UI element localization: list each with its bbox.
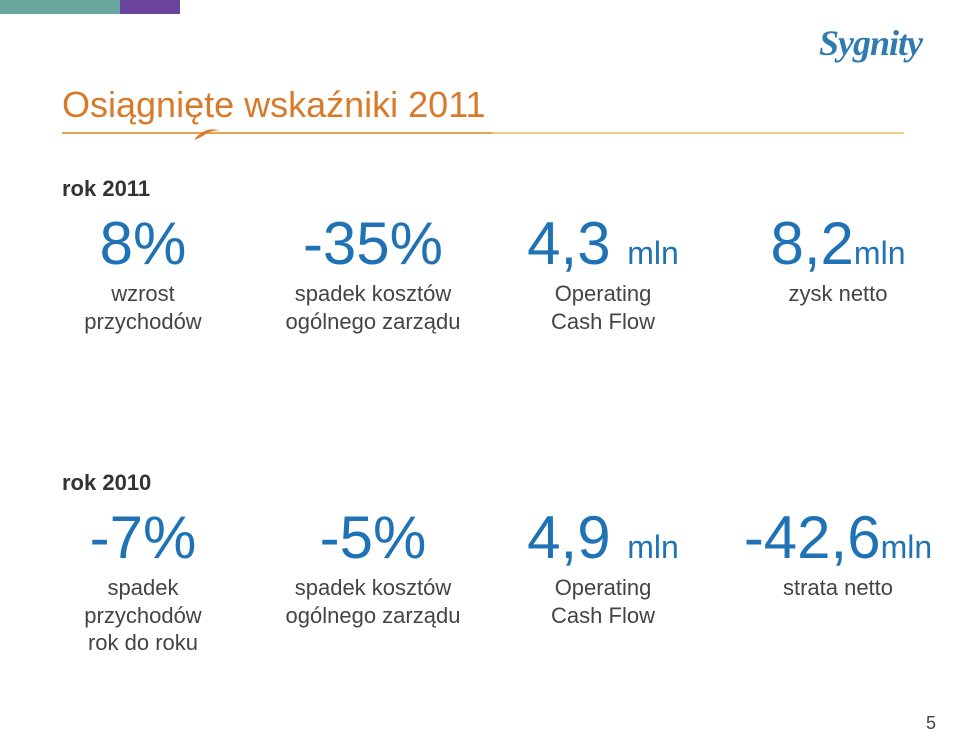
section-label-2010: rok 2010	[62, 470, 151, 496]
metric-value: -5%	[258, 508, 488, 568]
metric-sublabel: OperatingCash Flow	[488, 574, 718, 629]
accent-seg-purple	[120, 0, 180, 14]
metric-sublabel: zysk netto	[718, 280, 958, 308]
metric-value: 4,3 mln	[488, 214, 718, 274]
slide-title: Osiągnięte wskaźniki 2011	[62, 84, 486, 126]
metric-2010-cost-drop: -5% spadek kosztówogólnego zarządu	[258, 508, 488, 657]
metric-value: 8%	[28, 214, 258, 274]
metric-sublabel: spadek kosztówogólnego zarządu	[258, 574, 488, 629]
brand-logo: Sygnity	[819, 22, 922, 64]
metric-2010-revenue-drop: -7% spadekprzychodówrok do roku	[28, 508, 258, 657]
metric-2010-ocf: 4,9 mln OperatingCash Flow	[488, 508, 718, 657]
metric-value: -42,6mln	[718, 508, 958, 568]
metric-value: 4,9 mln	[488, 508, 718, 568]
section-label-2011: rok 2011	[62, 176, 150, 202]
slide: { "colors": { "teal_light": "#68a79e", "…	[0, 0, 960, 748]
metric-2011-ocf: 4,3 mln OperatingCash Flow	[488, 214, 718, 335]
metric-2011-revenue-growth: 8% wzrostprzychodów	[28, 214, 258, 335]
accent-seg-teal	[0, 0, 120, 14]
metric-sublabel: strata netto	[718, 574, 958, 602]
metric-2010-net-loss: -42,6mln strata netto	[718, 508, 958, 657]
metric-value: -35%	[258, 214, 488, 274]
metric-sublabel: spadek kosztówogólnego zarządu	[258, 280, 488, 335]
swoosh-icon	[192, 126, 226, 146]
metric-sublabel: spadekprzychodówrok do roku	[28, 574, 258, 657]
metrics-row-2010: -7% spadekprzychodówrok do roku -5% spad…	[0, 508, 960, 657]
page-number: 5	[926, 713, 936, 734]
header-accent-bar	[0, 0, 180, 14]
metric-sublabel: wzrostprzychodów	[28, 280, 258, 335]
metric-2011-cost-drop: -35% spadek kosztówogólnego zarządu	[258, 214, 488, 335]
metric-sublabel: OperatingCash Flow	[488, 280, 718, 335]
metric-value: 8,2mln	[718, 214, 958, 274]
metric-value: -7%	[28, 508, 258, 568]
title-underline	[62, 132, 904, 134]
metrics-row-2011: 8% wzrostprzychodów -35% spadek kosztówo…	[0, 214, 960, 335]
metric-2011-net-profit: 8,2mln zysk netto	[718, 214, 958, 335]
